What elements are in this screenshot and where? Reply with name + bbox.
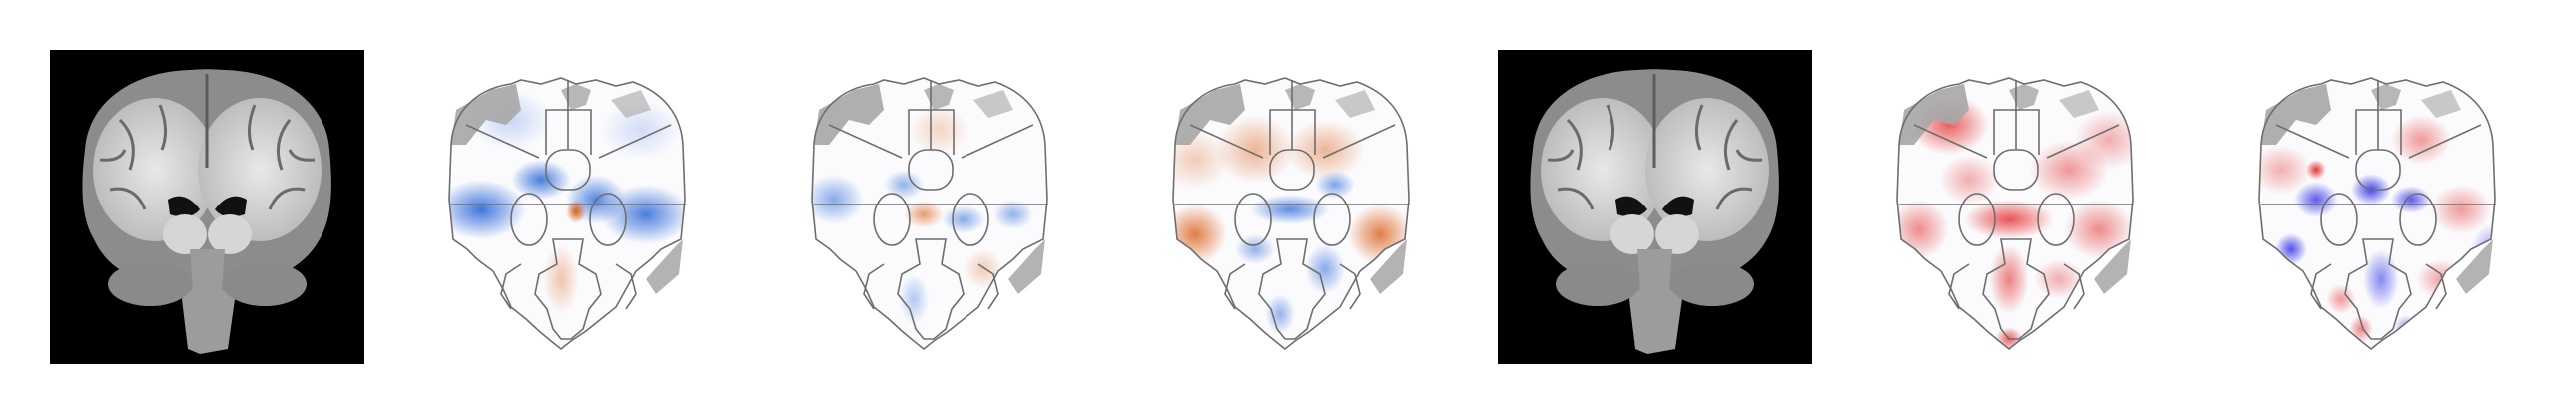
- mri-panel-1: [50, 50, 364, 364]
- mri-panel-5: [1498, 50, 1812, 364]
- brain-map-image: [2222, 50, 2536, 364]
- mri-slice-image: [1498, 50, 1812, 364]
- brain-map-image: [1135, 50, 1450, 364]
- map-panel-7: [2222, 50, 2536, 364]
- brain-map-image: [1859, 50, 2174, 364]
- brain-map-image: [774, 50, 1088, 364]
- map-panel-6: [1859, 50, 2174, 364]
- brain-map-image: [411, 50, 726, 364]
- map-panel-3: [774, 50, 1088, 364]
- map-panel-2: [411, 50, 726, 364]
- mri-slice-image: [50, 50, 364, 364]
- map-panel-4: [1135, 50, 1450, 364]
